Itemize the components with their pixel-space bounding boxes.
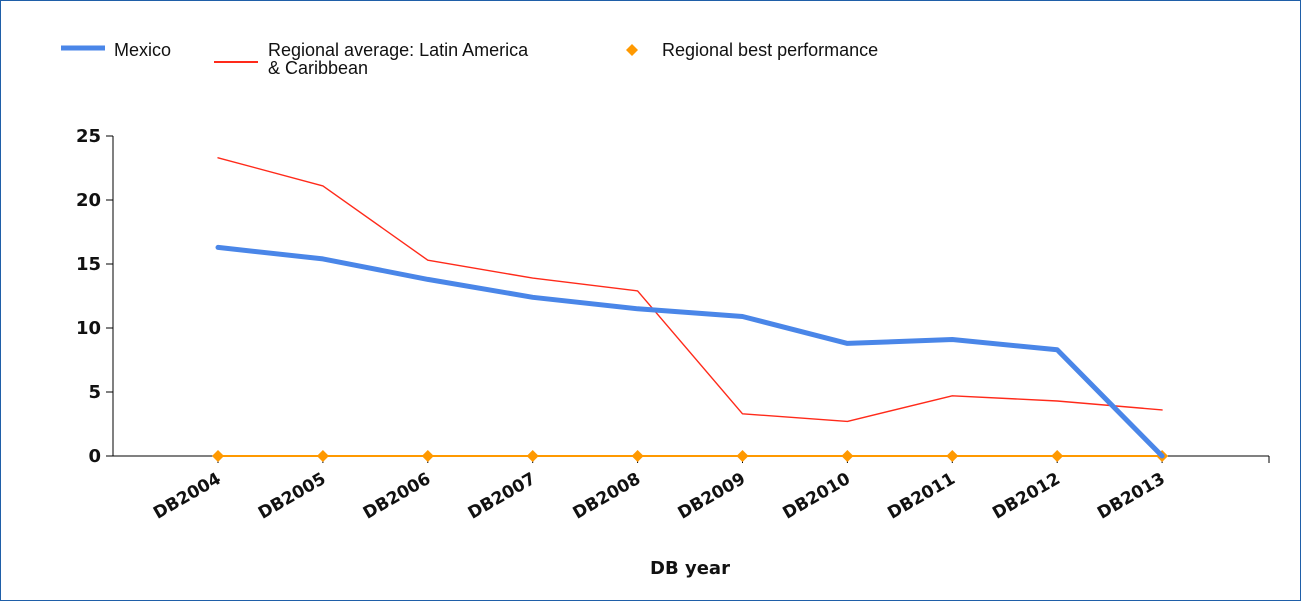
legend-label-mexico: Mexico [114, 40, 171, 60]
chart-axes: 0 5 10 15 20 25 DB2004 DB2005 DB2006 DB2007 DB2008… [76, 126, 1270, 524]
y-tick-label: 20 [76, 190, 101, 211]
y-tick-label: 10 [76, 318, 101, 339]
legend-label-line: Regional best performance [662, 40, 878, 60]
data-point-marker [946, 450, 959, 462]
legend-label-line: Regional average: Latin America [268, 40, 529, 60]
legend-label-line: & Caribbean [268, 58, 368, 78]
x-tick-label: DB2004 [150, 469, 225, 524]
series-regional-best [212, 450, 1169, 462]
data-point-marker [631, 450, 644, 462]
y-tick-label: 25 [76, 126, 101, 147]
x-axis-title: DB year [650, 558, 730, 579]
series-regional-average [217, 157, 1163, 423]
data-point-marker [212, 450, 224, 462]
legend-item-mexico: Mexico [61, 40, 171, 60]
x-tick-label: DB2010 [779, 469, 854, 524]
y-tick-label: 0 [88, 446, 101, 467]
y-tick-label: 15 [76, 254, 101, 275]
x-tick-label: DB2009 [675, 469, 749, 524]
data-point-marker [526, 450, 539, 462]
x-tick-label: DB2013 [1094, 469, 1168, 524]
data-point-marker [736, 450, 749, 462]
data-point-marker [421, 450, 434, 462]
legend-label-regional-average: Regional average: Latin America & Caribbe… [268, 40, 529, 78]
x-tick-label: DB2006 [360, 469, 434, 524]
data-point-marker [316, 450, 329, 462]
legend-label-line: Mexico [114, 40, 171, 60]
series-line-mexico [215, 244, 1165, 459]
legend-item-regional-average: Regional average: Latin America & Caribbe… [214, 40, 529, 78]
data-point-marker [1051, 450, 1064, 462]
x-tick-label: DB2005 [255, 469, 329, 524]
x-tick-label: DB2012 [989, 469, 1063, 524]
data-point-marker [841, 450, 854, 462]
legend-label-regional-best: Regional best performance [662, 40, 878, 60]
x-tick-label: DB2008 [570, 469, 644, 524]
legend: Mexico Regional average: Latin America & C… [61, 40, 878, 78]
series-line-regional-average [217, 157, 1163, 423]
x-tick-label: DB2007 [465, 469, 539, 524]
legend-item-regional-best: Regional best performance [626, 40, 878, 60]
x-tick-label: DB2011 [884, 469, 958, 524]
series-mexico [215, 244, 1165, 459]
chart-series [212, 157, 1169, 462]
y-tick-label: 5 [88, 382, 101, 403]
legend-swatch-regional-best [626, 44, 638, 56]
